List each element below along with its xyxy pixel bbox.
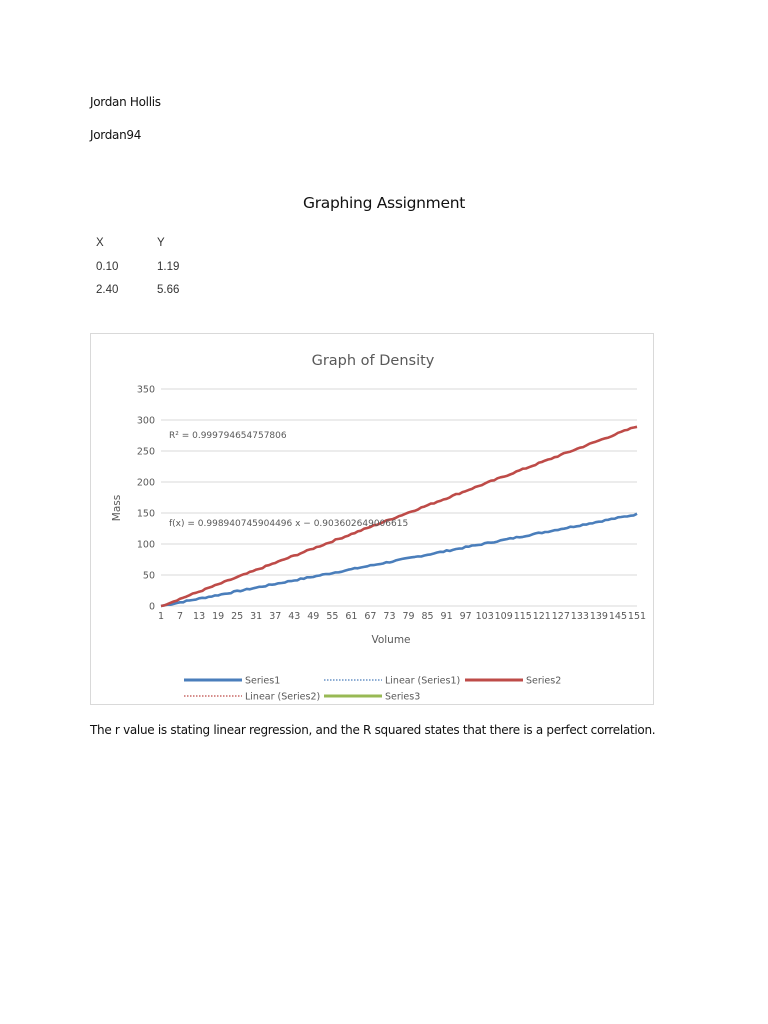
chart-series	[160, 425, 638, 608]
x-tick-label: 103	[476, 611, 494, 622]
x-tick-label: 43	[288, 611, 300, 622]
table-cell: 2.40	[96, 284, 119, 296]
x-tick-label: 55	[326, 611, 338, 622]
density-chart[interactable]: Graph of Density 0 50 100 150 200 250 300 350 1…	[90, 333, 654, 705]
x-tick-label: 37	[269, 611, 281, 622]
x-tick-label: 145	[609, 611, 627, 622]
series-line	[160, 512, 638, 608]
x-tick-label: 25	[231, 611, 243, 622]
x-tick-label: 139	[590, 611, 608, 622]
y-tick-label: 300	[137, 416, 155, 427]
x-tick-label: 115	[514, 611, 532, 622]
username: Jordan94	[90, 128, 142, 142]
x-tick-label: 7	[177, 611, 183, 622]
x-tick-label: 121	[533, 611, 551, 622]
series-line	[160, 425, 638, 608]
x-tick-label: 13	[193, 611, 205, 622]
legend-label: Linear (Series1)	[385, 676, 460, 687]
x-tick-label: 91	[441, 611, 453, 622]
chart-title: Graph of Density	[312, 353, 435, 369]
x-tick-label: 31	[250, 611, 262, 622]
table-header-y: Y	[157, 237, 165, 249]
x-tick-label: 79	[402, 611, 414, 622]
chart-legend: Series1 Linear (Series1) Series2 Linear (Se…	[184, 676, 561, 703]
legend-label: Linear (Series2)	[245, 692, 320, 703]
legend-label: Series3	[385, 692, 420, 703]
legend-label: Series1	[245, 676, 280, 687]
table-cell: 5.66	[157, 284, 180, 296]
x-tick-label: 67	[364, 611, 376, 622]
table-header-x: X	[96, 237, 104, 249]
chart-gridlines	[161, 388, 637, 607]
r-squared-annotation: R² = 0.999794654757806	[169, 431, 287, 441]
x-tick-label: 133	[571, 611, 589, 622]
x-tick-label: 19	[212, 611, 224, 622]
x-tick-label: 109	[495, 611, 513, 622]
x-tick-label: 49	[307, 611, 319, 622]
table-cell: 1.19	[157, 261, 180, 273]
author-name: Jordan Hollis	[90, 95, 161, 109]
table-cell: 0.10	[96, 261, 119, 273]
y-axis-label: Mass	[111, 495, 123, 521]
x-tick-label: 61	[345, 611, 357, 622]
x-tick-label: 85	[422, 611, 434, 622]
y-tick-label: 150	[137, 509, 155, 520]
y-tick-label: 350	[137, 385, 155, 396]
y-tick-label: 0	[149, 602, 155, 613]
page-title: Graphing Assignment	[303, 194, 465, 212]
x-axis-label: Volume	[371, 634, 410, 646]
x-tick-label: 1	[158, 611, 164, 622]
x-tick-label: 73	[383, 611, 395, 622]
y-tick-label: 100	[137, 540, 155, 551]
x-axis-ticks: 1 7 13 19 25 31 37 43 49 55 61 67 73 79 85 91 97 103 109 11…	[158, 611, 646, 622]
y-axis-ticks: 0 50 100 150 200 250 300 350	[137, 385, 155, 613]
legend-label: Series2	[526, 676, 561, 687]
x-tick-label: 151	[628, 611, 646, 622]
conclusion-text: The r value is stating linear regression…	[90, 723, 656, 737]
x-tick-label: 127	[552, 611, 570, 622]
chart-canvas: Graph of Density 0 50 100 150 200 250 300 350 1…	[111, 353, 646, 703]
x-tick-label: 97	[460, 611, 472, 622]
equation-annotation: f(x) = 0.998940745904496 x − 0.903602649…	[169, 519, 408, 529]
y-tick-label: 250	[137, 447, 155, 458]
y-tick-label: 200	[137, 478, 155, 489]
y-tick-label: 50	[143, 571, 155, 582]
